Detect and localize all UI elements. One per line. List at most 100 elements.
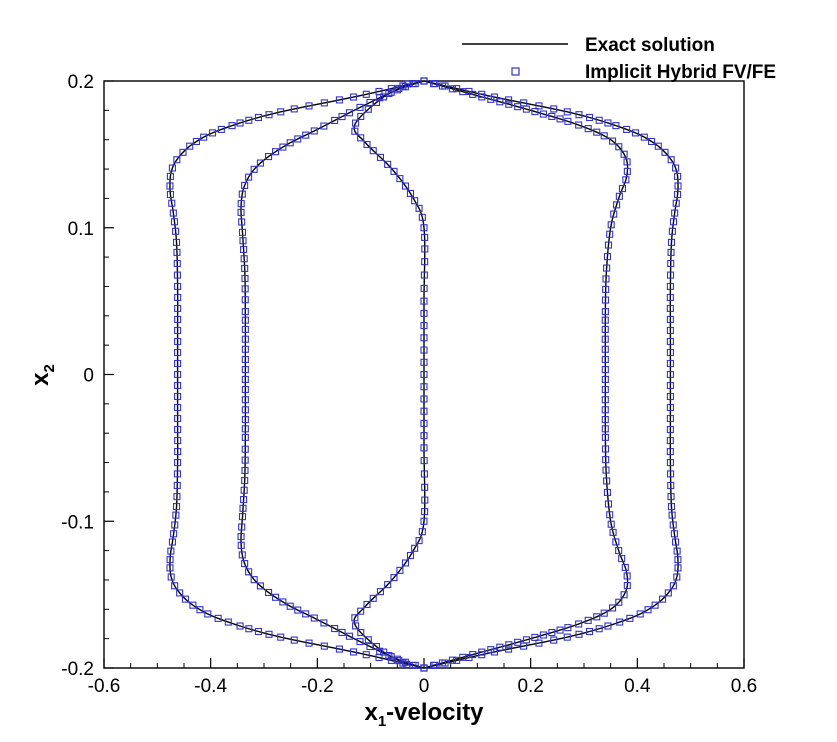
hybrid-marker — [228, 122, 236, 130]
hybrid-marker — [478, 93, 486, 101]
hybrid-marker — [174, 447, 182, 456]
hybrid-marker — [411, 197, 419, 205]
hybrid-marker — [352, 119, 360, 127]
hybrid-marker — [575, 630, 583, 638]
hybrid-marker — [666, 447, 674, 456]
hybrid-marker — [654, 142, 662, 150]
hybrid-marker — [166, 172, 174, 180]
hybrid-marker — [564, 117, 572, 125]
hybrid-marker — [286, 139, 294, 147]
hybrid-marker — [237, 200, 245, 208]
hybrid-marker — [420, 334, 428, 342]
hybrid-marker — [305, 102, 313, 110]
hybrid-marker — [320, 122, 328, 130]
hybrid-marker — [496, 643, 504, 651]
hybrid-marker — [396, 566, 404, 574]
hybrid-marker — [420, 444, 428, 452]
hybrid-marker — [490, 648, 499, 656]
hybrid-marker — [357, 112, 365, 120]
hybrid-marker — [668, 227, 676, 235]
hybrid-marker — [254, 113, 263, 122]
x-tick-label: -0.2 — [301, 676, 334, 697]
hybrid-marker — [170, 218, 179, 226]
hybrid-marker — [672, 199, 680, 207]
hybrid-marker — [241, 385, 249, 394]
hybrid-marker — [603, 488, 612, 496]
hybrid-marker — [505, 96, 513, 104]
hybrid-marker — [666, 282, 674, 291]
hybrid-marker — [245, 568, 253, 576]
hybrid-marker — [240, 495, 248, 504]
hybrid-marker — [618, 185, 627, 193]
hybrid-marker — [380, 93, 388, 101]
x-tick-label: 0.4 — [624, 676, 651, 697]
hybrid-marker — [173, 271, 182, 279]
hybrid-marker — [167, 573, 175, 581]
hybrid-marker — [666, 370, 674, 379]
hybrid-marker — [575, 111, 583, 119]
hybrid-marker — [438, 82, 446, 90]
hybrid-marker — [189, 601, 197, 609]
hybrid-marker — [496, 98, 504, 106]
hybrid-marker — [351, 614, 359, 622]
hybrid-marker — [601, 325, 609, 333]
y-axis-title: x2 — [27, 364, 58, 386]
hybrid-marker — [601, 355, 609, 364]
hybrid-marker — [241, 416, 249, 424]
hybrid-marker — [237, 208, 245, 216]
hybrid-marker — [176, 589, 184, 597]
hybrid-marker — [438, 659, 446, 667]
hybrid-marker — [601, 433, 609, 441]
hybrid-marker — [171, 582, 179, 590]
hybrid-marker — [601, 345, 609, 353]
hybrid-marker — [241, 308, 249, 316]
hybrid-marker — [601, 406, 609, 414]
hybrid-marker — [250, 576, 258, 584]
hybrid-marker — [237, 541, 245, 549]
hybrid-marker — [606, 511, 614, 519]
hybrid-marker — [331, 624, 339, 633]
hybrid-marker — [584, 125, 592, 133]
hybrid-marker — [550, 636, 558, 644]
hybrid-marker — [174, 436, 182, 445]
hybrid-marker — [666, 293, 674, 302]
hybrid-marker — [349, 648, 358, 656]
hybrid-marker — [406, 189, 415, 198]
hybrid-marker — [601, 385, 609, 394]
hybrid-marker — [658, 595, 667, 603]
hybrid-marker — [595, 625, 603, 633]
y-tick-label: 0.1 — [68, 219, 94, 240]
hybrid-marker — [575, 121, 583, 129]
x-ticks: -0.6 -0.4 -0.2 0 0.2 0.4 0.6 — [88, 658, 757, 697]
hybrid-marker — [310, 127, 318, 135]
hybrid-marker — [241, 325, 249, 333]
hybrid-marker — [265, 630, 273, 638]
hybrid-marker — [600, 132, 608, 140]
hybrid-marker — [487, 646, 495, 654]
hybrid-marker — [241, 181, 249, 189]
hybrid-marker — [272, 148, 280, 156]
hybrid-marker — [420, 419, 428, 427]
hybrid-marker — [168, 199, 176, 207]
hybrid-marker — [345, 632, 354, 640]
hybrid-marker — [384, 581, 392, 589]
hybrid-marker — [172, 227, 180, 235]
hybrid-marker — [666, 392, 674, 401]
hybrid-marker — [174, 458, 182, 467]
hybrid-marker — [320, 642, 328, 650]
hybrid-marker — [166, 182, 174, 190]
hybrid-marker — [448, 85, 456, 93]
legend-marker-sample — [511, 67, 520, 76]
hybrid-marker — [421, 508, 429, 516]
hybrid-marker — [602, 466, 610, 474]
hybrid-marker — [173, 493, 181, 501]
hybrid-marker — [277, 108, 285, 116]
hybrid-marker — [174, 293, 182, 302]
hybrid-marker — [651, 601, 659, 609]
hybrid-marker — [667, 481, 675, 490]
hybrid-marker — [669, 218, 678, 226]
hybrid-marker — [601, 335, 609, 343]
hybrid-marker — [607, 221, 615, 229]
hybrid-marker — [239, 237, 247, 245]
hybrid-marker — [666, 403, 674, 412]
